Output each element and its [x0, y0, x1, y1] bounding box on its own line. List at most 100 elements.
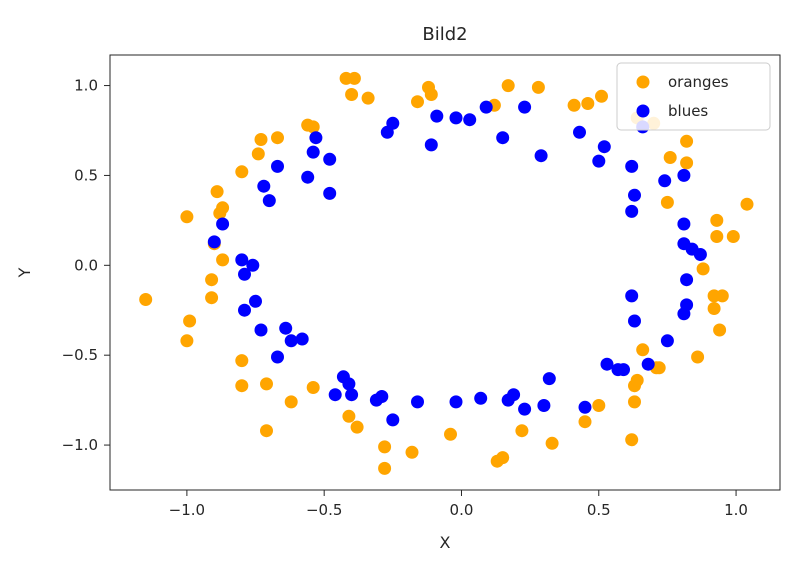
blues-point — [254, 323, 268, 337]
oranges-point — [139, 293, 153, 306]
y-tick-label: 1.0 — [74, 77, 98, 95]
oranges-point — [636, 343, 650, 357]
blues-point — [537, 399, 551, 412]
oranges-point — [345, 88, 359, 101]
blues-point — [677, 168, 691, 182]
blues-point — [617, 363, 630, 377]
blues-point — [625, 204, 639, 218]
blues-point — [235, 253, 249, 267]
oranges-point — [251, 147, 265, 161]
blues-point — [660, 334, 674, 348]
x-axis: −1.0 −0.5 0.0 0.5 1.0 — [169, 490, 748, 519]
oranges-point — [235, 165, 249, 179]
blues-point — [479, 100, 493, 114]
oranges-point — [347, 71, 361, 85]
oranges-point — [444, 427, 457, 441]
blues-point — [534, 149, 548, 163]
oranges-point — [271, 131, 284, 145]
blues-point — [573, 125, 586, 139]
blues-point — [424, 138, 438, 152]
oranges-point — [235, 379, 249, 393]
oranges-point — [361, 91, 375, 105]
oranges-point — [696, 262, 710, 276]
x-tick-label: 0.0 — [450, 501, 474, 519]
blues-point — [342, 377, 356, 391]
oranges-point — [350, 420, 364, 434]
oranges-point — [378, 461, 392, 475]
oranges-point — [663, 151, 677, 164]
oranges-point — [501, 79, 515, 93]
blues-point — [677, 307, 691, 321]
y-axis: 1.0 0.5 0.0 −0.5 −1.0 — [62, 77, 110, 454]
blues-legend-label: blues — [668, 102, 708, 120]
oranges-point — [183, 314, 197, 328]
blues-point — [238, 267, 251, 281]
legend-box — [616, 62, 771, 131]
blues-point — [284, 334, 298, 348]
blues-point — [323, 152, 337, 166]
blues-point — [271, 159, 284, 173]
oranges-point — [342, 409, 356, 423]
blues-point — [375, 390, 389, 403]
oranges-legend-marker — [636, 75, 650, 89]
oranges-point — [680, 134, 694, 148]
oranges-point — [411, 95, 424, 109]
blues-point — [578, 400, 592, 414]
blues-point — [309, 131, 323, 145]
blues-point — [386, 413, 400, 427]
blues-point — [693, 248, 707, 261]
blues-point — [625, 289, 639, 303]
oranges-point — [515, 424, 529, 438]
oranges-point — [424, 88, 438, 101]
blues-point — [301, 170, 315, 184]
blues-point — [677, 217, 691, 231]
legend: oranges blues — [616, 62, 771, 131]
oranges-point — [306, 120, 320, 134]
x-tick-label: −1.0 — [169, 501, 205, 519]
oranges-point — [691, 350, 705, 364]
oranges-point — [628, 395, 641, 409]
oranges-point — [216, 253, 230, 267]
blues-legend-marker — [636, 104, 650, 118]
oranges-point — [205, 273, 219, 287]
oranges-point — [740, 197, 754, 211]
points-layer — [139, 71, 754, 475]
oranges-point — [713, 323, 727, 337]
blues-point — [345, 388, 359, 402]
blues-point — [216, 217, 230, 231]
oranges-point — [592, 399, 606, 412]
oranges-point — [180, 334, 194, 348]
oranges-point — [652, 361, 666, 375]
oranges-point — [531, 80, 545, 94]
blues-series — [207, 100, 707, 427]
oranges-legend-label: oranges — [668, 73, 729, 91]
oranges-point — [260, 377, 273, 391]
oranges-series — [139, 71, 754, 475]
blues-point — [271, 350, 284, 364]
oranges-point — [578, 415, 592, 429]
y-tick-label: 0.5 — [74, 166, 98, 184]
oranges-point — [707, 302, 721, 315]
oranges-point — [284, 395, 298, 409]
blues-point — [430, 109, 444, 123]
x-tick-label: 0.5 — [587, 501, 611, 519]
blues-point — [463, 113, 477, 127]
oranges-point — [581, 97, 595, 110]
oranges-point — [715, 289, 729, 303]
oranges-point — [306, 381, 320, 394]
blues-point — [518, 100, 532, 114]
blues-point — [592, 154, 606, 168]
blues-point — [411, 395, 424, 409]
oranges-point — [210, 185, 224, 199]
oranges-point — [496, 451, 510, 465]
oranges-point — [254, 133, 268, 146]
blues-point — [257, 179, 271, 193]
oranges-point — [405, 445, 419, 459]
blues-point — [449, 111, 463, 125]
blues-point — [496, 131, 510, 145]
blues-point — [628, 188, 641, 202]
blues-point — [207, 235, 221, 249]
oranges-point — [625, 433, 639, 447]
oranges-point — [660, 195, 674, 209]
x-tick-label: −0.5 — [306, 501, 342, 519]
